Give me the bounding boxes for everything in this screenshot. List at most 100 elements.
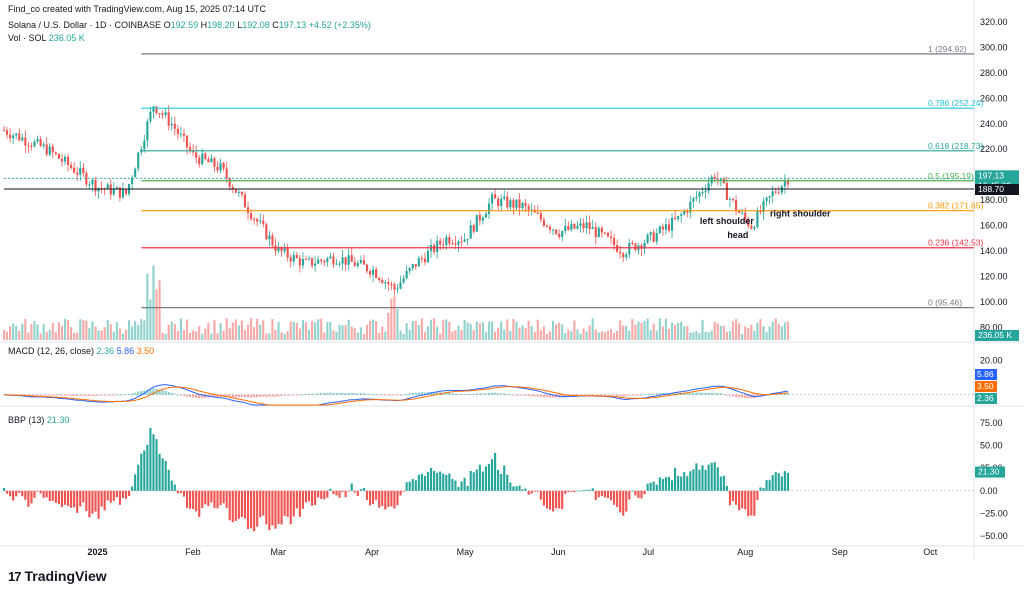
volume-bar: [780, 326, 783, 340]
candle-body: [182, 133, 186, 136]
candle-body: [484, 213, 488, 218]
candle-body: [256, 219, 259, 222]
volume-tag: [975, 330, 1019, 341]
candle-body: [460, 241, 463, 243]
macd-histogram-bar: [79, 394, 82, 396]
bbp-bar: [323, 490, 326, 500]
candle-body: [771, 191, 774, 197]
candle-body: [414, 264, 417, 267]
bbp-bar: [539, 490, 542, 500]
volume-bar: [82, 320, 85, 340]
macd-histogram-bar: [402, 394, 405, 396]
bbp-bar: [454, 480, 457, 491]
volume-bar: [591, 318, 594, 340]
macd-histogram-bar: [631, 394, 634, 396]
bbp-bar: [463, 477, 466, 491]
bbp-bar: [619, 490, 622, 513]
macd-histogram-bar: [674, 392, 677, 395]
bbp-bar: [182, 490, 186, 497]
candle-body: [399, 282, 402, 289]
macd-histogram-bar: [143, 390, 146, 395]
volume-bar: [368, 320, 372, 340]
macd-histogram-bar: [460, 394, 463, 395]
bbp-bar: [768, 480, 771, 491]
macd-histogram-bar: [564, 394, 567, 397]
pattern-annotation: left shoulder: [700, 216, 755, 226]
macd-histogram-bar: [378, 394, 381, 396]
volume-bar: [774, 318, 777, 340]
candle-body: [628, 243, 631, 255]
bbp-bar: [30, 490, 33, 504]
time-axis-tick: Mar: [271, 547, 287, 557]
volume-bar: [39, 333, 42, 340]
bbp-bar: [286, 490, 289, 517]
bbp-bar: [591, 488, 594, 491]
macd-histogram-bar: [527, 394, 530, 397]
bbp-bar: [222, 490, 225, 504]
bbp-bar: [45, 490, 48, 498]
bbp-bar: [429, 468, 433, 491]
volume-bar: [57, 322, 60, 340]
bbp-bar: [399, 490, 402, 496]
macd-histogram-bar: [445, 392, 448, 395]
macd-histogram-bar: [73, 394, 76, 396]
volume-bar: [317, 319, 320, 340]
candle-body: [561, 231, 564, 238]
candle-body: [301, 259, 304, 266]
bbp-bar: [390, 490, 393, 507]
volume-bar: [176, 330, 179, 340]
candle-body: [390, 284, 393, 286]
volume-bar: [103, 327, 106, 340]
bbp-axis-tick: 50.00: [980, 441, 1003, 451]
volume-bar: [36, 324, 39, 340]
volume-bar: [619, 320, 622, 340]
volume-bar: [164, 333, 167, 340]
macd-histogram-bar: [780, 393, 783, 395]
candle-body: [225, 168, 228, 179]
macd-histogram-bar: [124, 394, 128, 396]
macd-histogram-bar: [524, 394, 527, 396]
bbp-bar: [460, 481, 463, 491]
candle-body: [36, 138, 39, 142]
candle-body: [542, 219, 545, 226]
bbp-bar: [500, 474, 503, 491]
macd-histogram-bar: [60, 394, 64, 396]
volume-bar: [161, 332, 164, 340]
volume-bar: [24, 318, 27, 340]
volume-bar: [359, 327, 362, 340]
candle-body: [670, 217, 674, 231]
bbp-bar: [280, 490, 283, 525]
volume-bar: [73, 332, 76, 340]
candle-body: [173, 123, 176, 129]
macd-histogram-bar: [689, 392, 692, 395]
bbp-legend: BBP (13) 21.30: [8, 415, 69, 425]
candle-body: [457, 241, 460, 245]
macd-histogram-bar: [201, 394, 204, 398]
volume-bar: [710, 330, 713, 340]
bbp-bar: [243, 490, 247, 519]
candle-body: [91, 179, 94, 185]
macd-histogram-bar: [466, 394, 469, 396]
volume-bar: [60, 326, 64, 340]
volume-bar: [185, 319, 189, 340]
bbp-bar: [728, 490, 732, 506]
candle-body: [408, 268, 411, 272]
bbp-bar: [176, 490, 179, 494]
volume-bar: [289, 321, 292, 340]
bbp-bar: [131, 486, 134, 491]
volume-bar: [783, 322, 786, 340]
bbp-bar: [503, 465, 506, 491]
bbp-bar: [777, 473, 780, 491]
macd-histogram-bar: [140, 391, 143, 395]
bbp-bar: [70, 490, 73, 508]
macd-histogram-bar: [283, 394, 286, 396]
candle-body: [420, 258, 423, 260]
candle-body: [600, 227, 603, 233]
macd-histogram-bar: [298, 394, 301, 396]
volume-bar: [777, 324, 780, 340]
macd-histogram-bar: [634, 394, 637, 396]
candle-body: [744, 212, 747, 219]
macd-line-value: 5.86: [116, 346, 135, 356]
macd-histogram-bar: [204, 394, 207, 398]
